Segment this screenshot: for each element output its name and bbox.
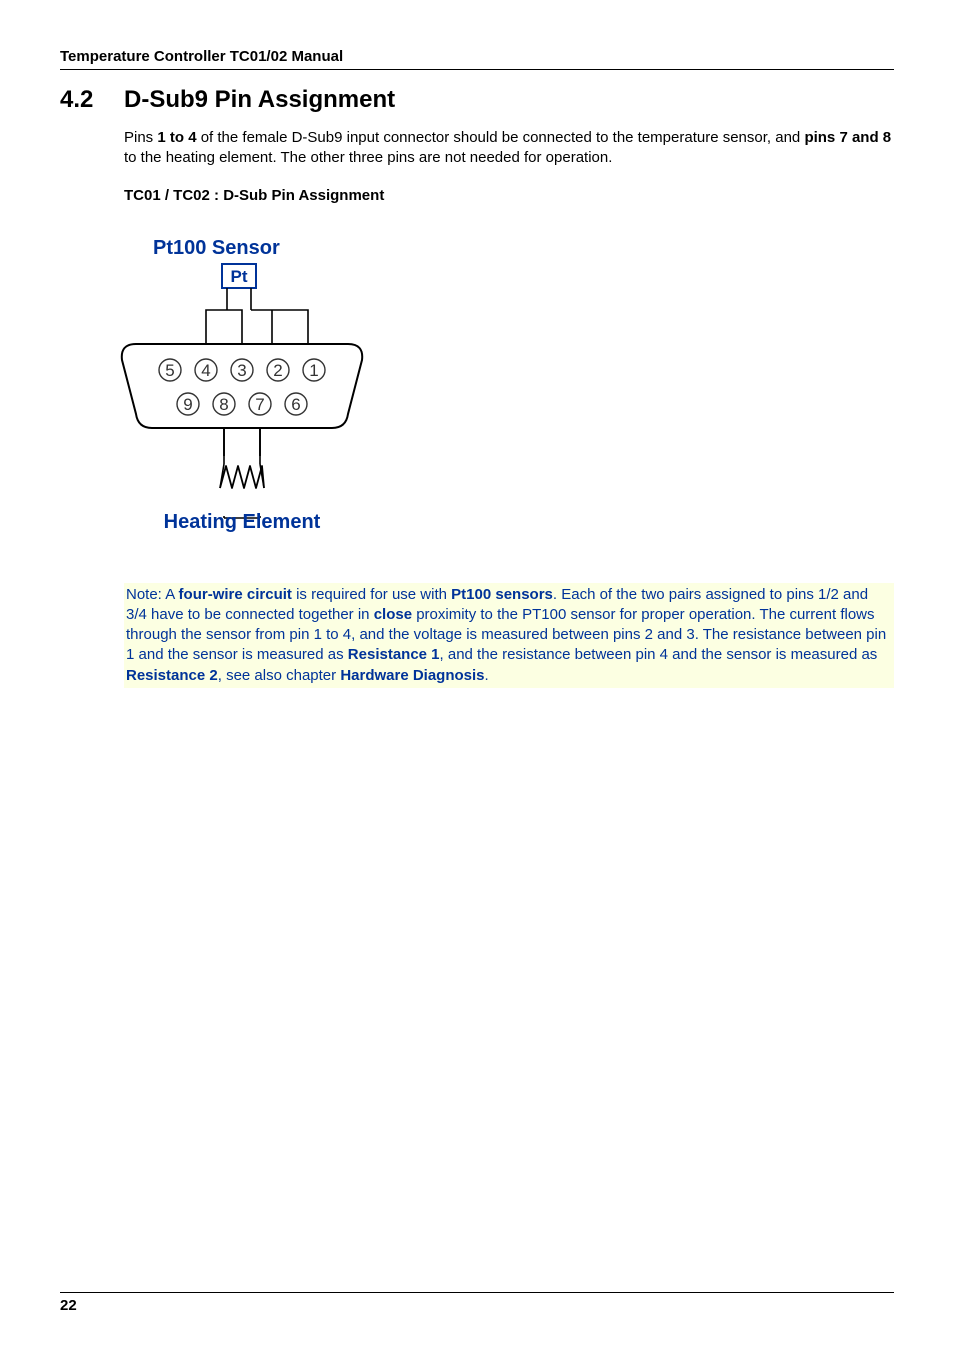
section-title: D-Sub9 Pin Assignment [124,86,395,114]
bold-text: Resistance 1 [348,646,440,663]
wire-sensor-left [206,288,242,344]
text: to the heating element. The other three … [124,149,612,166]
text: , and the resistance between pin 4 and t… [440,646,878,663]
bold-text: pins 7 and 8 [804,129,891,146]
intro-paragraph: Pins 1 to 4 of the female D-Sub9 input c… [124,128,894,169]
pin-assignment-diagram: Pt100 Sensor Pt 5 4 [96,232,894,547]
pin-label: 6 [291,395,300,414]
text: Note: A [126,586,179,603]
pin-label: 1 [309,361,318,380]
note-box: Note: A four-wire circuit is required fo… [124,583,894,688]
page-number: 22 [60,1292,894,1314]
text: Pins [124,129,157,146]
bold-text: four-wire circuit [179,586,292,603]
pin-label: 5 [165,361,174,380]
diagram-svg: Pt100 Sensor Pt 5 4 [96,232,396,542]
bold-text: 1 to 4 [157,129,196,146]
text: . [485,667,489,684]
wire-sensor-right [251,288,308,344]
text: of the female D-Sub9 input connector sho… [197,129,805,146]
text: is required for use with [292,586,451,603]
sensor-label: Pt100 Sensor [153,237,280,259]
pin-label: 9 [183,395,192,414]
wire-heater [224,428,260,456]
pin-label: 7 [255,395,264,414]
heater-label: Heating Element [164,511,321,533]
section-number: 4.2 [60,86,124,114]
diagram-subhead: TC01 / TC02 : D-Sub Pin Assignment [124,187,894,204]
page: Temperature Controller TC01/02 Manual 4.… [0,0,954,1350]
pt-label: Pt [231,267,248,286]
body: Pins 1 to 4 of the female D-Sub9 input c… [124,128,894,688]
header-title: Temperature Controller TC01/02 Manual [60,48,343,65]
bold-text: close [374,606,412,623]
section-heading: 4.2 D-Sub9 Pin Assignment [60,86,894,114]
text: , see also chapter [218,667,341,684]
bold-text: Resistance 2 [126,667,218,684]
pin-label: 3 [237,361,246,380]
pin-label: 8 [219,395,228,414]
dsub9-outline [122,344,362,428]
page-header: Temperature Controller TC01/02 Manual [60,48,894,70]
bold-text: Hardware Diagnosis [340,667,484,684]
bold-text: Pt100 sensors [451,586,553,603]
pin-label: 2 [273,361,282,380]
pin-label: 4 [201,361,210,380]
